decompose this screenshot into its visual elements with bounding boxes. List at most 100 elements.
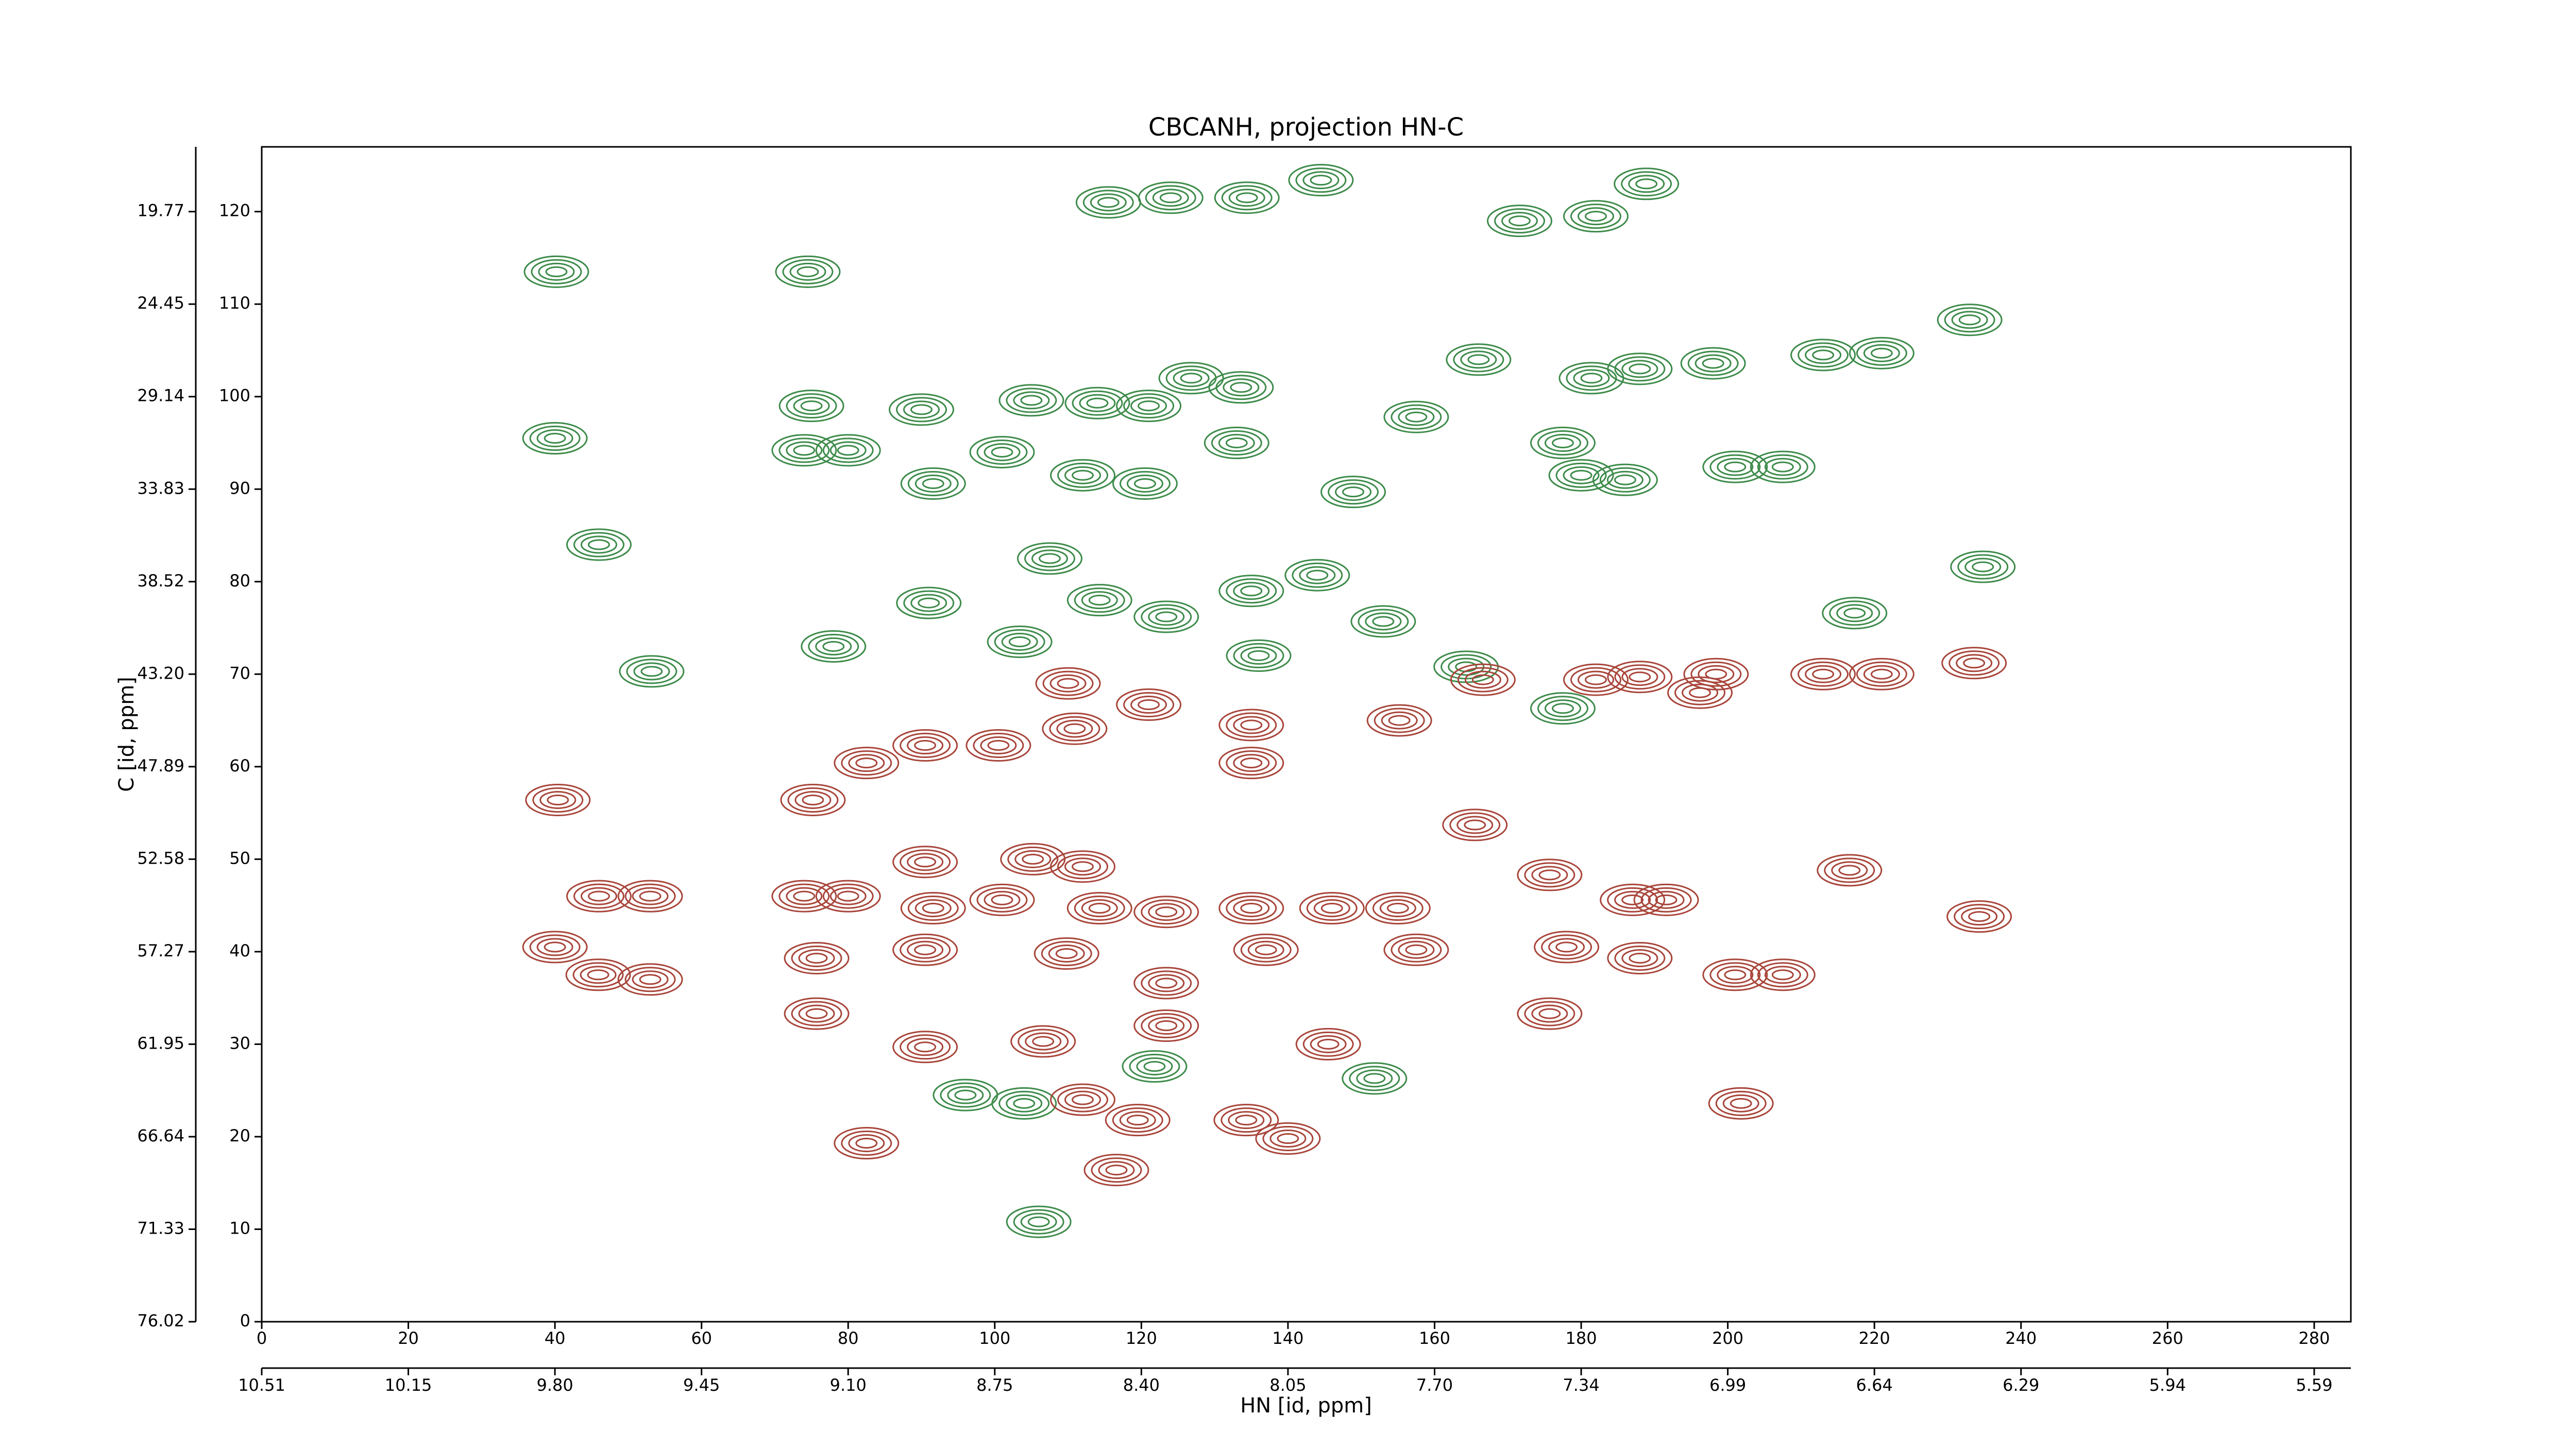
contour-ring	[933, 1079, 998, 1111]
contour-ring	[1066, 892, 1132, 925]
contour-ring	[1621, 949, 1658, 967]
contour-ring	[1072, 469, 1094, 481]
y2-tick-label: 61.95	[137, 1033, 184, 1053]
peak	[815, 434, 881, 467]
contour-ring	[1629, 363, 1651, 375]
contour-ring	[587, 969, 609, 981]
contour-ring	[784, 997, 850, 1030]
peak	[1946, 900, 2012, 933]
contour-ring	[1017, 542, 1083, 575]
contour-ring	[580, 966, 617, 984]
contour-ring	[1228, 189, 1265, 207]
contour-ring	[1715, 1090, 1767, 1116]
contour-ring	[1006, 387, 1057, 413]
contour-ring	[1064, 466, 1101, 484]
contour-ring	[907, 736, 944, 755]
contour-ring	[1299, 892, 1365, 925]
contour-ring	[1105, 1165, 1128, 1176]
peak	[892, 729, 958, 762]
contour-ring	[1607, 887, 1658, 913]
contour-ring	[1240, 903, 1263, 914]
contour-ring	[1122, 1050, 1188, 1083]
contour-ring	[775, 255, 841, 288]
contour-ring	[1218, 575, 1284, 608]
peak	[617, 880, 683, 913]
peak	[1607, 661, 1673, 694]
contour-ring	[1086, 397, 1109, 409]
contour-ring	[1386, 903, 1409, 914]
contour-ring	[1014, 850, 1052, 868]
contour-ring	[1812, 668, 1835, 680]
peak	[1066, 892, 1132, 925]
contour-ring	[532, 787, 584, 813]
contour-ring	[1629, 671, 1651, 683]
contour-ring	[1450, 663, 1516, 696]
contour-ring	[1717, 458, 1754, 476]
peak	[900, 467, 966, 500]
x-tick-label: 200	[1712, 1328, 1743, 1348]
peak	[1050, 459, 1116, 492]
contour-ring	[987, 625, 1053, 658]
x-axis-label: HN [id, ppm]	[1240, 1394, 1372, 1418]
contour-ring	[1856, 661, 1907, 687]
x2-tick-label: 8.40	[1123, 1375, 1160, 1395]
contour-ring	[778, 883, 830, 909]
contour-ring	[1056, 719, 1093, 738]
contour-ring	[536, 429, 573, 448]
contour-ring	[617, 963, 683, 996]
peak	[1233, 933, 1299, 966]
contour-ring	[1039, 553, 1061, 564]
y-tick-label: 70	[229, 663, 250, 683]
x-tick-label: 160	[1419, 1328, 1450, 1348]
contour-ring	[1057, 854, 1109, 880]
peak	[1517, 858, 1583, 891]
contour-ring	[1442, 808, 1508, 841]
contour-ring	[1405, 944, 1428, 955]
contour-ring	[1064, 1090, 1101, 1109]
contour-ring	[1541, 934, 1592, 960]
contour-ring	[793, 397, 830, 415]
contour-ring	[1951, 311, 1988, 329]
contour-ring	[1126, 474, 1163, 493]
contour-ring	[1863, 344, 1900, 362]
contour-ring	[1024, 546, 1076, 571]
contour-ring	[1829, 600, 1880, 626]
contour-ring	[531, 259, 582, 284]
contour-ring	[800, 400, 823, 412]
contour-ring	[1689, 687, 1711, 698]
x-tick-label: 180	[1566, 1328, 1597, 1348]
contour-ring	[587, 890, 610, 902]
peak	[969, 883, 1035, 916]
peak	[617, 963, 683, 996]
x-tick-label: 80	[838, 1328, 859, 1348]
y-tick-label: 60	[229, 756, 250, 776]
contour-ring	[1531, 866, 1568, 884]
contour-ring	[892, 1031, 958, 1064]
peak	[1299, 892, 1365, 925]
contour-ring	[1621, 894, 1644, 905]
contour-ring	[1018, 1029, 1069, 1054]
peak	[1607, 352, 1673, 385]
contour-ring	[1771, 461, 1794, 473]
peak	[1708, 1087, 1774, 1120]
peak	[771, 880, 837, 913]
contour-ring	[1235, 1115, 1258, 1126]
contour-ring	[991, 1087, 1057, 1120]
contour-ring	[1223, 378, 1260, 397]
contour-ring	[1050, 459, 1116, 492]
contour-ring	[1240, 757, 1263, 769]
peak	[900, 892, 966, 925]
x2-tick-label: 8.75	[976, 1375, 1013, 1395]
peak	[771, 434, 837, 467]
x-tick-label: 220	[1859, 1328, 1890, 1348]
contour-ring	[1213, 1104, 1279, 1137]
x2-tick-label: 5.59	[2296, 1375, 2332, 1395]
contour-ring	[834, 747, 900, 780]
contour-ring	[1551, 703, 1574, 714]
contour-ring	[907, 1038, 944, 1056]
contour-ring	[545, 266, 568, 277]
peak	[1563, 663, 1629, 696]
contour-ring	[1218, 892, 1284, 925]
peak	[1288, 164, 1354, 197]
peak	[1633, 883, 1699, 916]
